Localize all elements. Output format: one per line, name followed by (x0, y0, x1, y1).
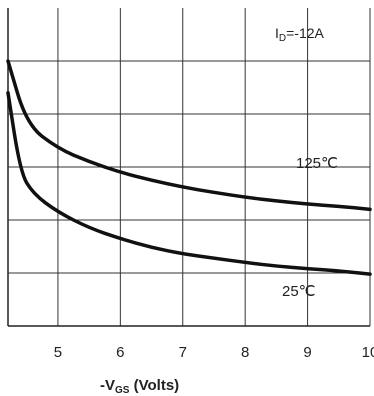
x-tick-label: 6 (116, 344, 124, 361)
series-lines (6, 59, 372, 276)
x-axis-label: -VGS (Volts) (100, 377, 179, 396)
x-tick-label: 8 (241, 344, 249, 361)
series-line-25c (6, 91, 372, 276)
x-tick-label: 9 (303, 344, 311, 361)
x-tick-labels: 5 6 7 8 9 10 (54, 344, 374, 361)
x-tick-label: 5 (54, 344, 62, 361)
series-label-125c: 125℃ (296, 155, 338, 172)
series-line-125c (6, 59, 372, 212)
x-tick-label: 7 (179, 344, 187, 361)
condition-label: ID=-12A (275, 25, 325, 44)
series-label-25c: 25℃ (282, 283, 316, 300)
x-tick-label: 10 (362, 344, 374, 361)
